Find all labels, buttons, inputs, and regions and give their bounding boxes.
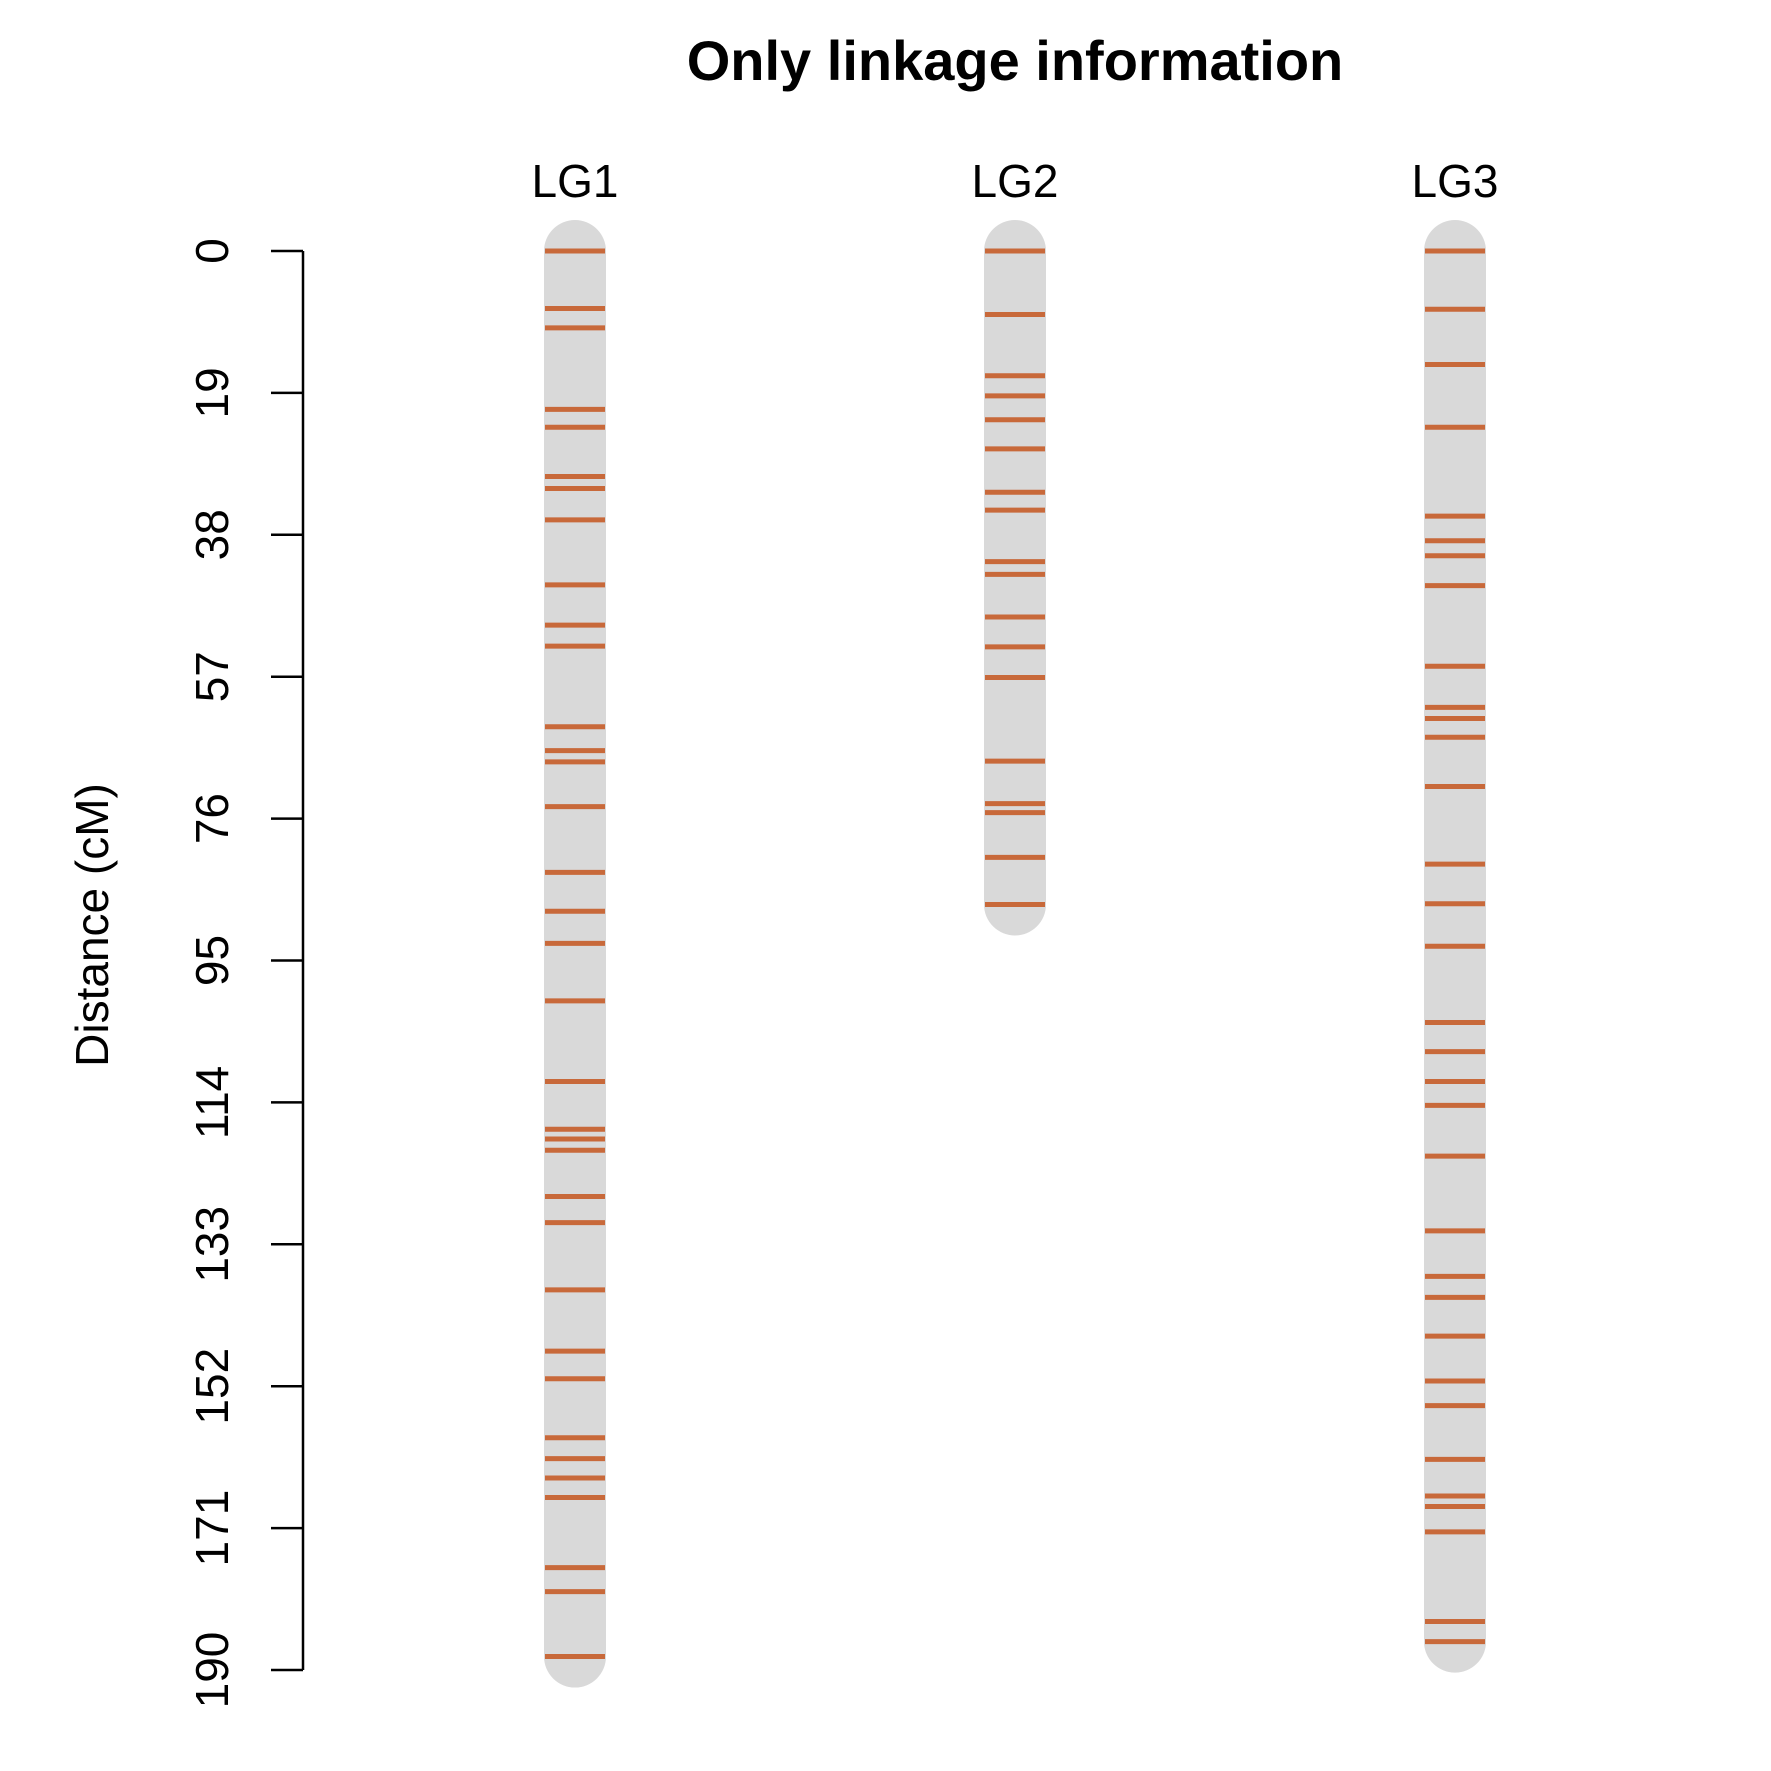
y-tick-label: 171 xyxy=(186,1490,238,1567)
y-tick-label: 95 xyxy=(186,935,238,986)
y-tick-label: 76 xyxy=(186,793,238,844)
y-tick-label: 19 xyxy=(186,367,238,418)
y-tick-label: 38 xyxy=(186,509,238,560)
y-tick-label: 133 xyxy=(186,1206,238,1283)
y-tick-label: 114 xyxy=(186,1066,238,1139)
y-tick-label: 152 xyxy=(186,1348,238,1425)
y-tick-label: 190 xyxy=(186,1632,238,1709)
group-label: LG1 xyxy=(532,155,619,207)
linkage-group-lg1: LG1 xyxy=(532,155,619,1688)
y-axis-label: Distance (cM) xyxy=(66,783,118,1067)
linkage-groups: LG1 LG2 LG3 xyxy=(532,155,1499,1688)
group-label: LG3 xyxy=(1412,155,1499,207)
group-label: LG2 xyxy=(972,155,1059,207)
linkage-group-lg2: LG2 xyxy=(972,155,1059,936)
y-tick-label: 0 xyxy=(186,238,238,264)
y-tick-label: 57 xyxy=(186,651,238,702)
chart-title: Only linkage information xyxy=(687,29,1344,92)
y-axis: 0 19 38 57 76 95 114 133 152 171 190 xyxy=(186,238,305,1709)
linkage-group-lg3: LG3 xyxy=(1412,155,1499,1673)
